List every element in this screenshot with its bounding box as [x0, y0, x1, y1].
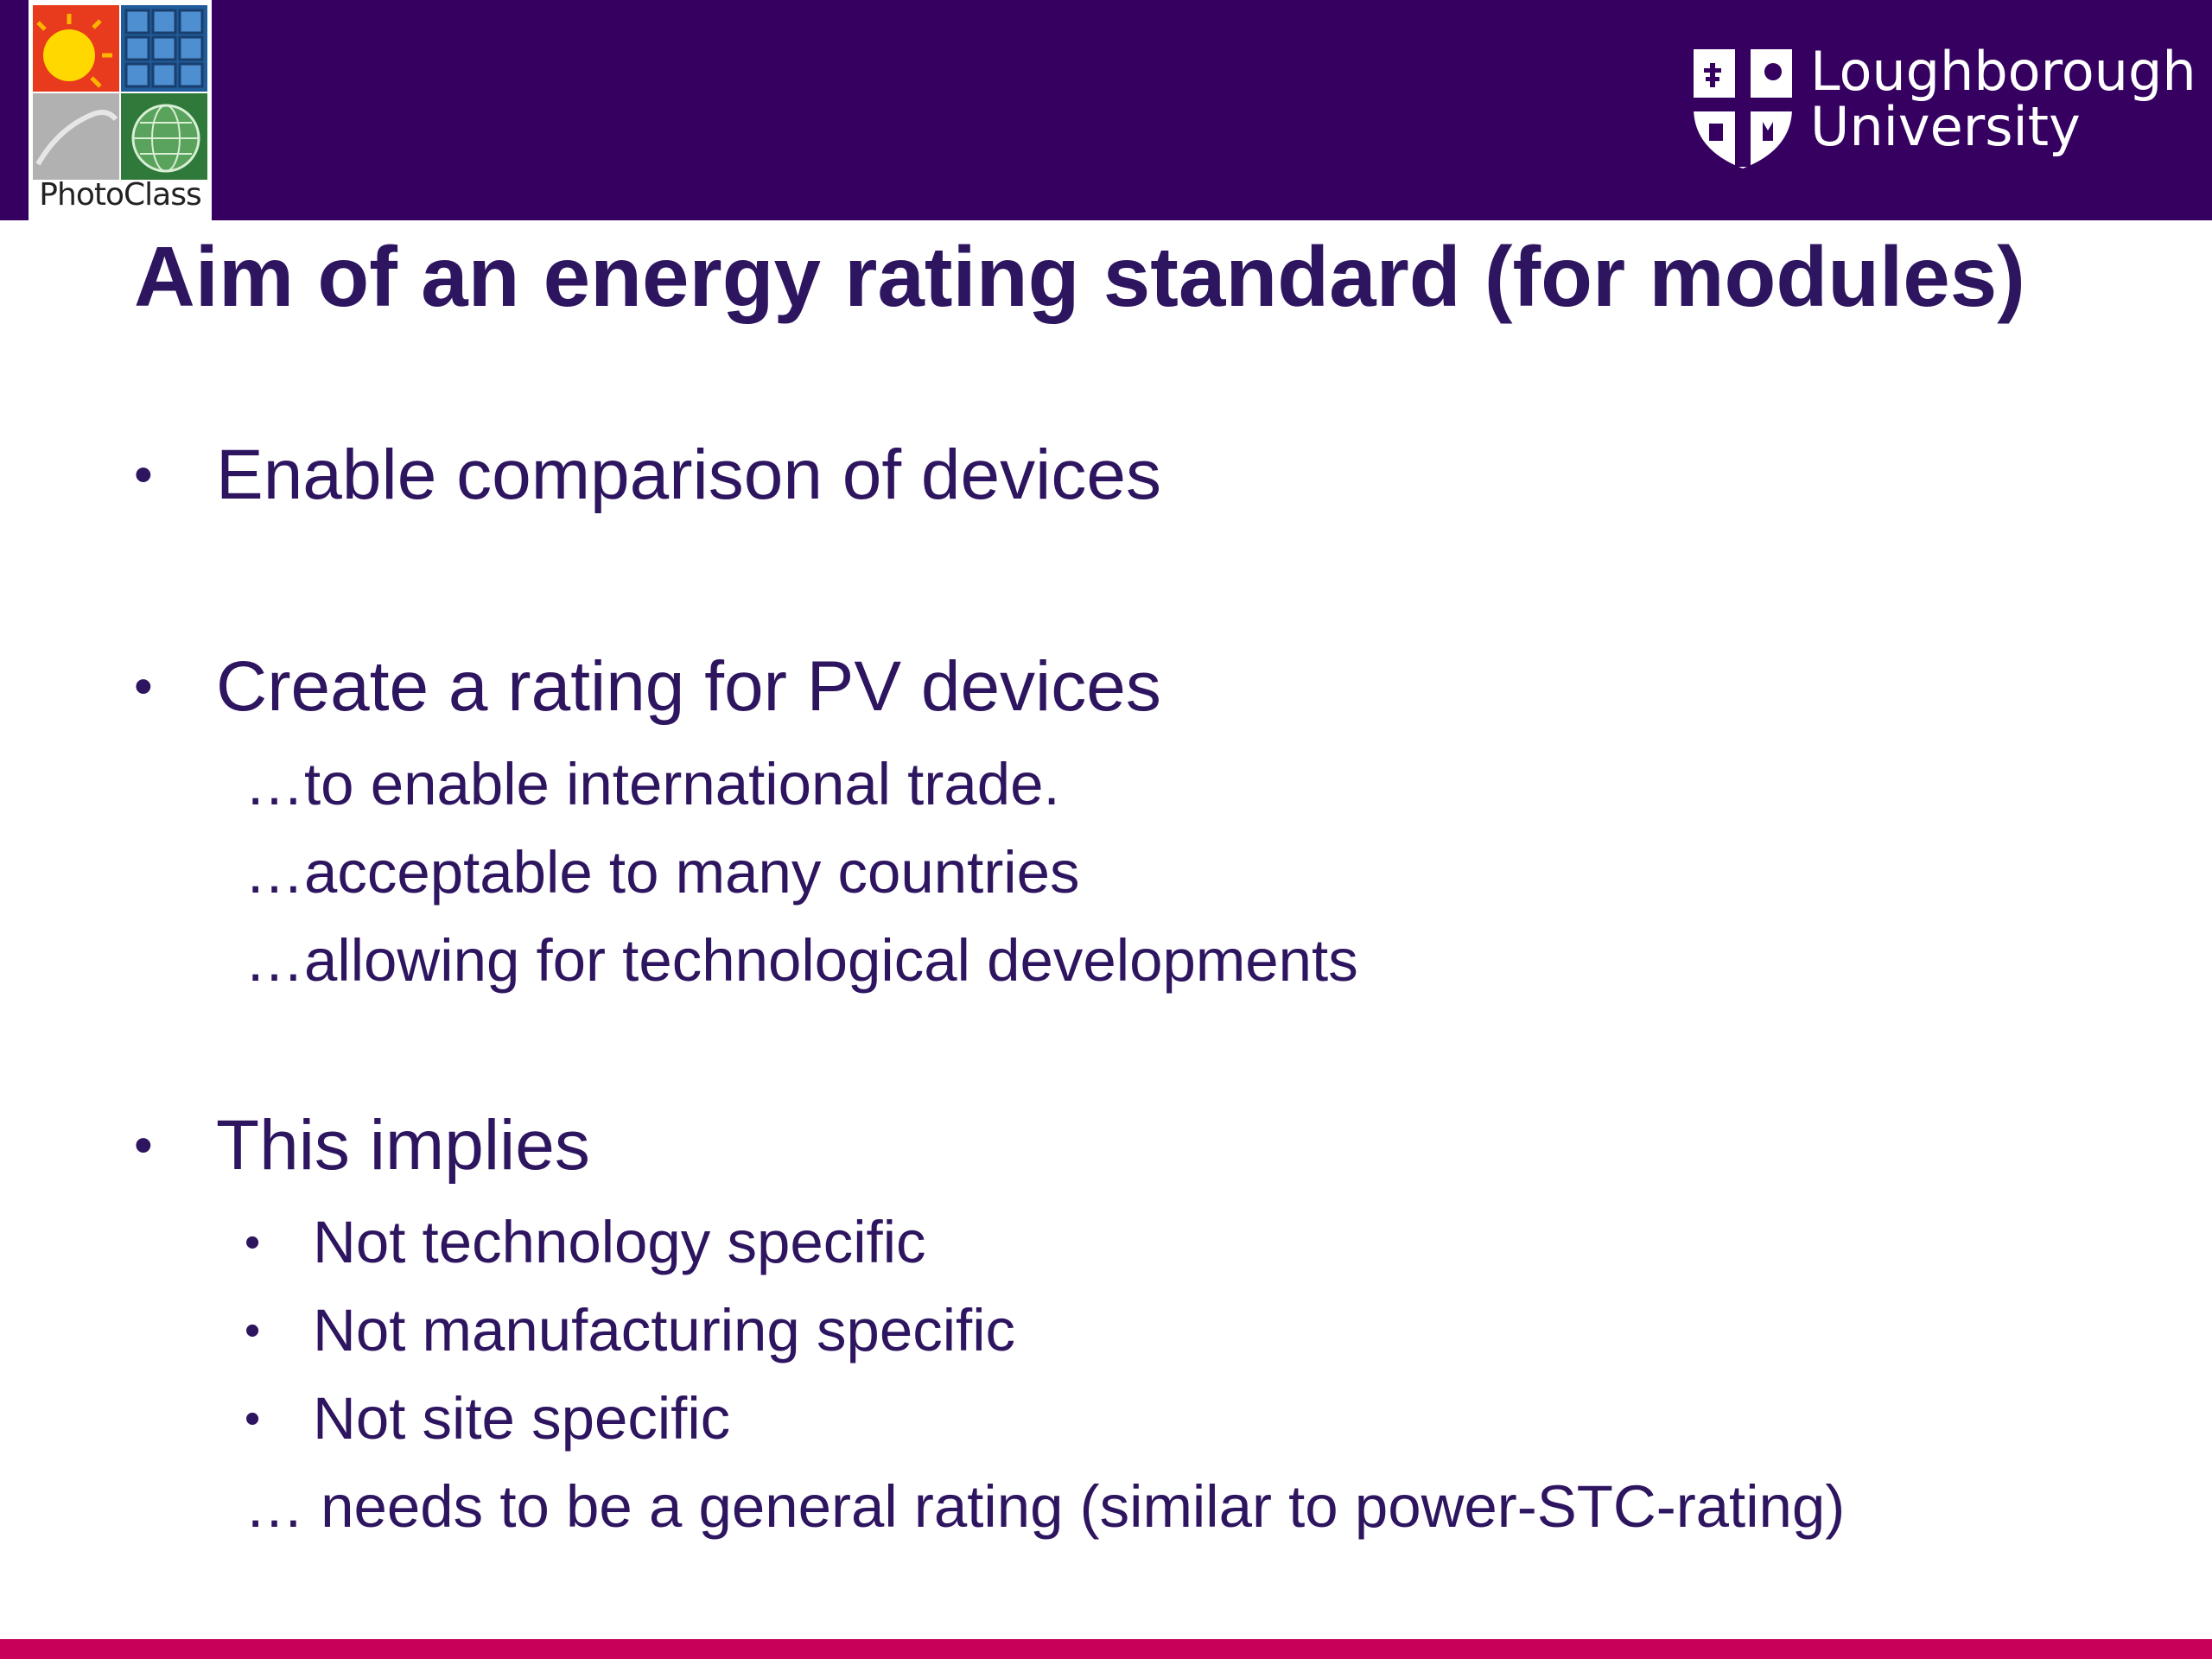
sub-bullet-marker: • — [245, 1394, 261, 1444]
photoclass-logo: PhotoClass — [29, 0, 212, 221]
bullet-marker: • — [134, 1116, 153, 1175]
bullet-create-rating: Create a rating for PV devices — [216, 647, 1161, 726]
bullet-enable-comparison: Enable comparison of devices — [216, 435, 1161, 514]
sun-icon — [33, 5, 119, 92]
sub-bullet-marker: • — [245, 1217, 261, 1268]
sub-bullet-not-manufacturing-specific: Not manufacturing specific — [313, 1297, 1016, 1363]
bullet-this-implies: This implies — [216, 1106, 590, 1185]
sub-bullet-not-technology-specific: Not technology specific — [313, 1209, 926, 1275]
header-bar — [0, 0, 2212, 220]
photoclass-label: PhotoClass — [39, 177, 201, 213]
conclusion-general-rating: … needs to be a general rating (similar … — [245, 1473, 1846, 1540]
university-name: Loughborough University — [1810, 44, 2196, 155]
university-name-line2: University — [1810, 95, 2081, 158]
solar-panel-icon — [121, 5, 207, 92]
globe-icon — [121, 93, 207, 180]
bullet-marker: • — [134, 445, 153, 505]
university-name-line1: Loughborough — [1810, 40, 2196, 103]
continuation-many-countries: …acceptable to many countries — [245, 839, 1080, 906]
continuation-technological-developments: …allowing for technological developments — [245, 927, 1358, 994]
seal-icon — [33, 93, 119, 180]
loughborough-university-logo: Loughborough University — [1692, 44, 2196, 177]
sub-bullet-not-site-specific: Not site specific — [313, 1385, 731, 1452]
bullet-marker: • — [134, 657, 153, 716]
sub-bullet-marker: • — [245, 1306, 261, 1356]
shield-icon — [1694, 49, 1792, 168]
footer-accent-bar — [0, 1639, 2212, 1659]
slide-title: Aim of an energy rating standard (for mo… — [134, 229, 2025, 324]
continuation-international-trade: …to enable international trade. — [245, 751, 1060, 817]
